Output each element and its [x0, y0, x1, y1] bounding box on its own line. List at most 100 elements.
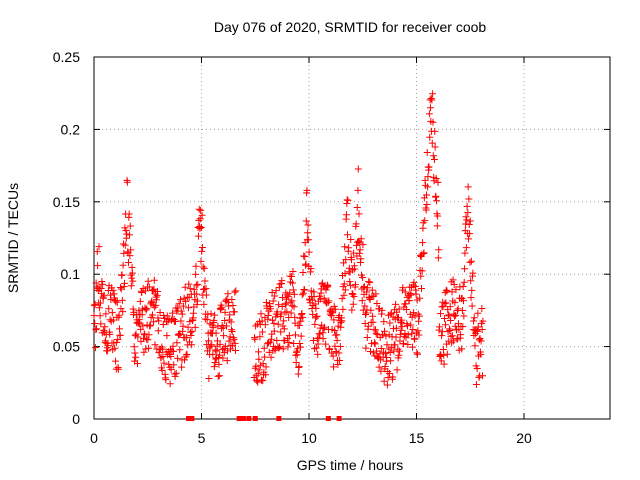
data-point [116, 331, 124, 339]
data-point [425, 110, 433, 118]
data-point [392, 333, 400, 341]
data-point [178, 363, 186, 371]
data-point [194, 232, 202, 240]
data-point [406, 310, 414, 318]
data-point [386, 370, 394, 378]
data-point [309, 336, 317, 344]
data-point [392, 300, 400, 308]
data-point [252, 362, 260, 370]
data-point [227, 318, 235, 326]
data-point [275, 283, 283, 291]
data-point [369, 349, 377, 357]
data-point [141, 287, 149, 295]
data-point [225, 302, 233, 310]
data-point [189, 309, 197, 317]
data-point [350, 293, 358, 301]
data-point [330, 363, 338, 371]
x-tick-label: 5 [198, 430, 206, 446]
data-point [319, 335, 327, 343]
data-point [355, 210, 363, 218]
data-point [200, 265, 208, 273]
data-point [450, 281, 458, 289]
data-point [357, 235, 365, 243]
data-point [396, 347, 404, 355]
data-point [163, 312, 171, 320]
data-point [305, 248, 313, 256]
data-point [442, 299, 450, 307]
data-point [271, 292, 279, 300]
data-point [443, 350, 451, 358]
zero-marker [186, 416, 192, 421]
data-point [229, 301, 237, 309]
data-point [144, 336, 152, 344]
data-point [289, 286, 297, 294]
data-point [210, 316, 218, 324]
data-point [464, 183, 472, 191]
data-point [90, 312, 98, 320]
data-point [230, 308, 238, 316]
data-point [440, 351, 448, 359]
data-point [351, 265, 359, 273]
data-point [408, 330, 416, 338]
data-points [90, 90, 487, 389]
data-point [347, 236, 355, 244]
data-point [381, 362, 389, 370]
data-point [167, 365, 175, 373]
data-point [289, 279, 297, 287]
data-point [354, 165, 362, 173]
data-point [415, 331, 423, 339]
data-point [392, 324, 400, 332]
data-point [369, 312, 377, 320]
y-tick-label: 0.15 [53, 194, 80, 210]
data-point [125, 210, 133, 218]
data-point [119, 261, 127, 269]
data-point [424, 183, 432, 191]
data-point [384, 374, 392, 382]
data-point [96, 312, 104, 320]
data-point [136, 297, 144, 305]
data-point [423, 191, 431, 199]
data-point [188, 327, 196, 335]
data-point [228, 328, 236, 336]
data-point [132, 353, 140, 361]
data-point [186, 285, 194, 293]
data-point [102, 310, 110, 318]
data-point [145, 344, 153, 352]
data-point [474, 309, 482, 317]
data-point [231, 339, 239, 347]
data-point [301, 253, 309, 261]
data-point [128, 269, 136, 277]
data-point [443, 287, 451, 295]
data-point [460, 312, 468, 320]
data-point [413, 349, 421, 357]
data-point [106, 330, 114, 338]
data-point [277, 328, 285, 336]
data-point [207, 342, 215, 350]
data-point [192, 270, 200, 278]
data-point [435, 246, 443, 254]
data-point [348, 306, 356, 314]
data-point [119, 308, 127, 316]
zero-markers [186, 416, 342, 421]
data-point [414, 350, 422, 358]
data-point [471, 342, 479, 350]
data-point [182, 351, 190, 359]
data-point [428, 96, 436, 104]
data-point [417, 272, 425, 280]
data-point [259, 360, 267, 368]
data-point [211, 346, 219, 354]
data-point [150, 276, 158, 284]
data-point [96, 299, 104, 307]
data-point [287, 309, 295, 317]
data-point [142, 335, 150, 343]
data-point [383, 354, 391, 362]
data-point [262, 371, 270, 379]
data-point [316, 324, 324, 332]
data-point [219, 354, 227, 362]
data-point [312, 344, 320, 352]
data-point [460, 297, 468, 305]
data-point [411, 335, 419, 343]
data-point [339, 305, 347, 313]
data-point [92, 326, 100, 334]
data-point [117, 305, 125, 313]
